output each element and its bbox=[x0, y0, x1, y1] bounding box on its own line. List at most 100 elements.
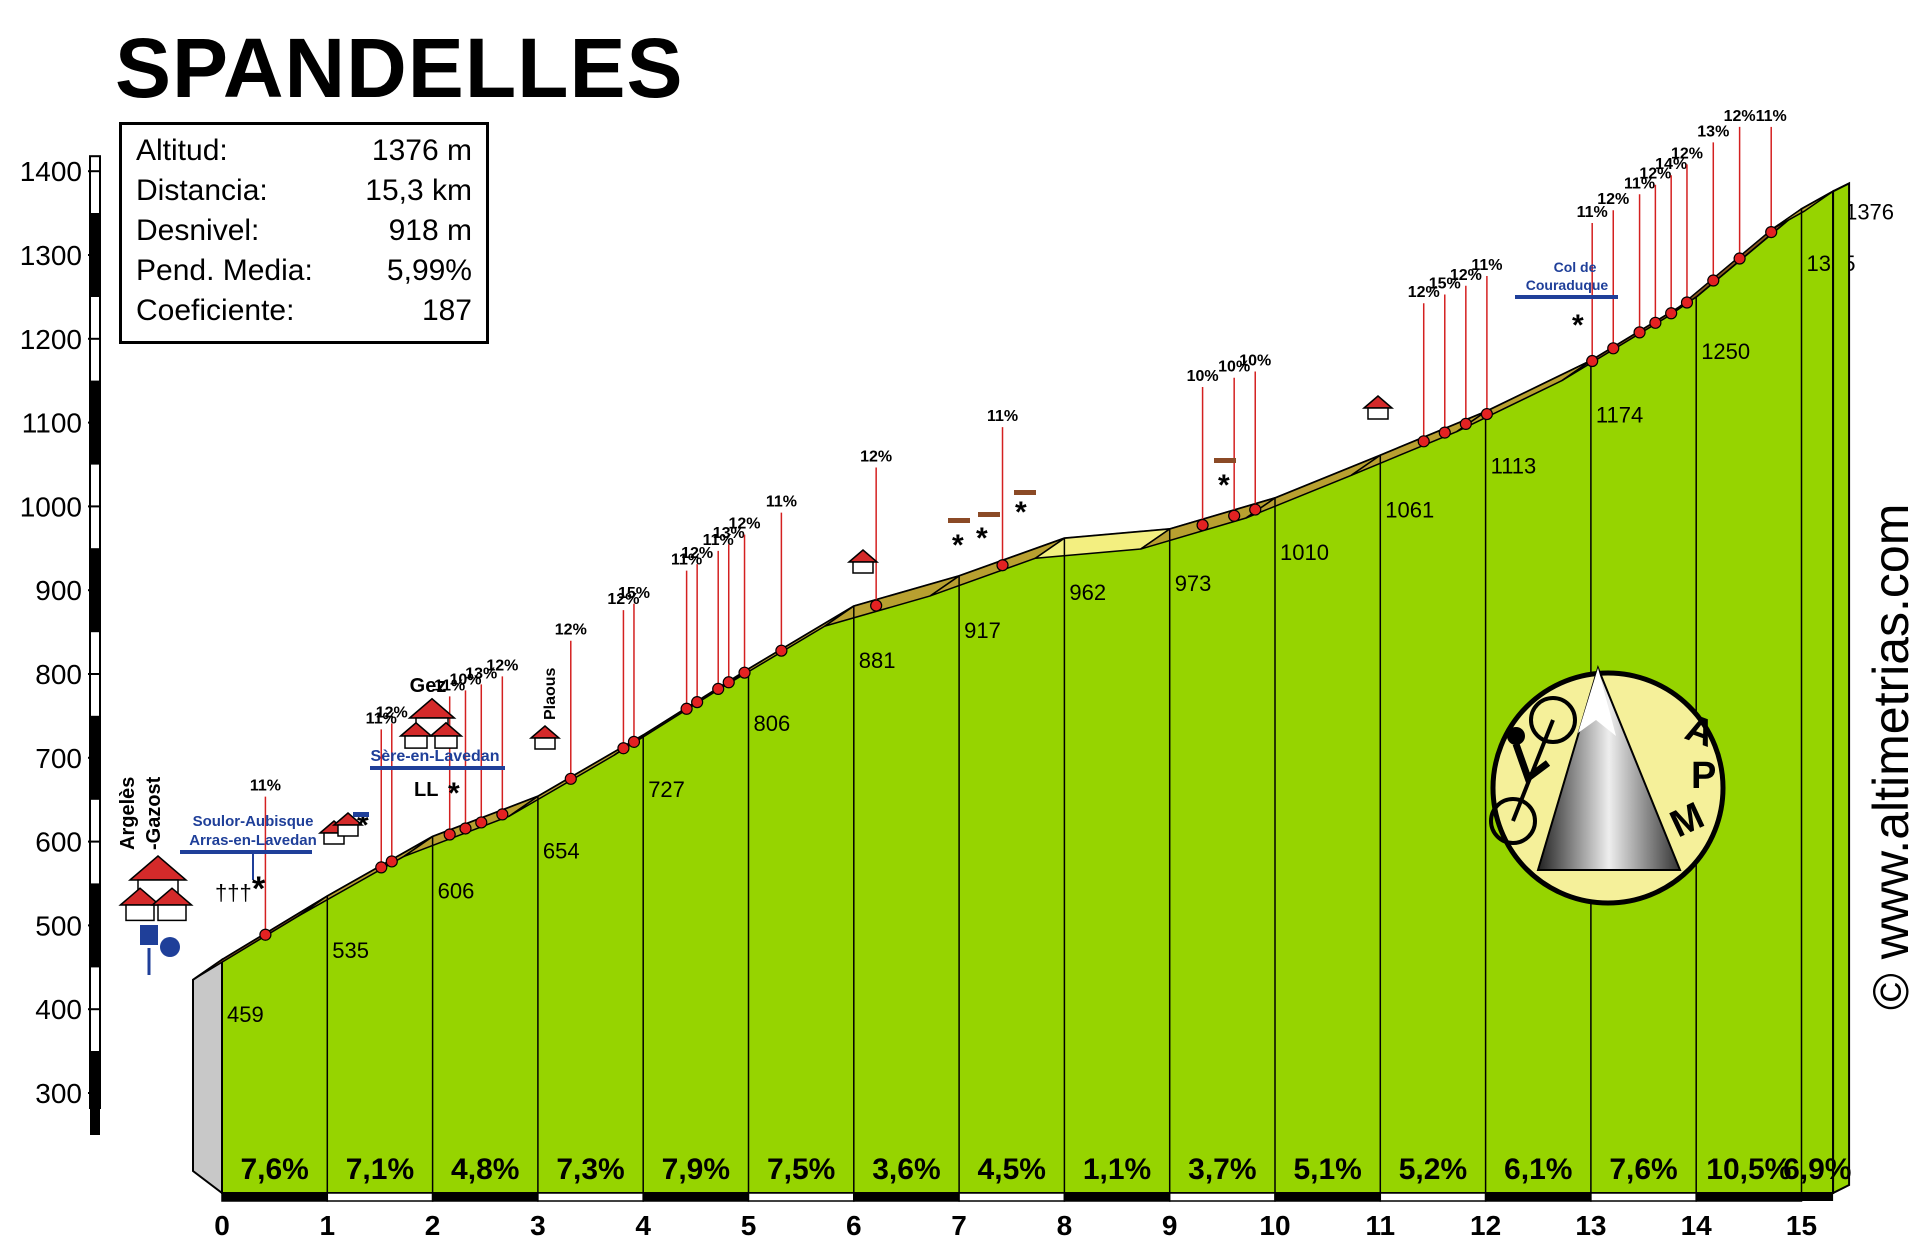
fountain-icon: * bbox=[1218, 469, 1230, 502]
steep-marker-dot bbox=[1607, 342, 1620, 355]
direction-arrow-icon bbox=[948, 518, 970, 523]
direction-arrow-icon bbox=[978, 512, 1000, 517]
steep-marker-dot bbox=[1649, 316, 1662, 329]
steep-marker-dot bbox=[1586, 354, 1599, 368]
altitude-label: 606 bbox=[438, 879, 475, 904]
x-axis-band bbox=[537, 1192, 644, 1202]
y-tick-label: 600 bbox=[35, 827, 82, 858]
steep-marker-dot bbox=[1707, 274, 1720, 287]
y-tick-label: 800 bbox=[35, 659, 82, 690]
y-tick-label: 1000 bbox=[20, 491, 82, 522]
x-tick-label: 9 bbox=[1162, 1210, 1178, 1241]
gez-village-icon-roof bbox=[407, 697, 457, 719]
house-icon bbox=[323, 832, 345, 845]
steep-percent-label: 11% bbox=[1756, 108, 1787, 125]
steep-percent-label: 10% bbox=[1218, 359, 1250, 376]
plaous-house-icon bbox=[534, 737, 556, 750]
steep-percent-label: 14% bbox=[1655, 156, 1687, 173]
x-axis-band bbox=[642, 1192, 750, 1202]
roundabout-icon bbox=[160, 937, 180, 957]
steep-marker-dot bbox=[627, 735, 641, 748]
x-axis-band bbox=[1695, 1192, 1803, 1202]
village-icon bbox=[157, 904, 187, 922]
steep-percent-label: 10% bbox=[449, 671, 481, 688]
steep-percent-label: 12% bbox=[1597, 191, 1629, 208]
steep-marker-dot bbox=[1733, 252, 1746, 265]
x-axis-band bbox=[1801, 1193, 1834, 1201]
direction-arrow-icon bbox=[1214, 458, 1236, 463]
x-tick-label: 0 bbox=[214, 1210, 230, 1241]
x-tick-label: 1 bbox=[320, 1210, 336, 1241]
y-tick-label: 1200 bbox=[20, 324, 82, 355]
steep-percent-label: 11% bbox=[766, 494, 797, 511]
steep-markers: 11%11%12%11%10%13%12%12%12%15%11%12%11%1… bbox=[250, 108, 1787, 941]
place-gez: Gez bbox=[410, 675, 447, 697]
cemetery-icon: ††† bbox=[215, 880, 252, 905]
x-tick-label: 7 bbox=[951, 1210, 967, 1241]
mountain-icon bbox=[1536, 664, 1682, 871]
segment-gradient-label: 4,5% bbox=[978, 1153, 1046, 1186]
steep-marker-dot bbox=[1765, 226, 1778, 239]
steep-marker-dot bbox=[870, 599, 883, 612]
steep-marker-dot bbox=[1438, 426, 1451, 439]
x-axis-band bbox=[326, 1192, 434, 1202]
x-tick-label: 12 bbox=[1470, 1210, 1501, 1241]
snow-cap-icon bbox=[1578, 668, 1616, 736]
x-axis-band bbox=[431, 1192, 539, 1202]
x-axis-band bbox=[1379, 1192, 1487, 1202]
altitude-label: 962 bbox=[1069, 580, 1106, 605]
y-tick-label: 700 bbox=[35, 743, 82, 774]
steep-percent-label: 12% bbox=[1671, 145, 1703, 162]
x-tick-label: 5 bbox=[741, 1210, 757, 1241]
steep-percent-label: 12% bbox=[1408, 284, 1440, 301]
segment-gradient-label: 7,9% bbox=[662, 1153, 730, 1186]
segment-gradient-label: 7,1% bbox=[346, 1153, 414, 1186]
x-tick-label: 4 bbox=[635, 1210, 651, 1241]
fountain-icon: * bbox=[976, 522, 988, 555]
steep-marker-dot bbox=[1249, 503, 1262, 516]
x-axis-band bbox=[853, 1192, 960, 1202]
segment-gradient-label: 7,5% bbox=[767, 1153, 835, 1186]
house-icon bbox=[1367, 407, 1389, 420]
altitude-label: 727 bbox=[648, 777, 685, 802]
watermark: © www.altimetrias.com bbox=[1863, 503, 1919, 1010]
steep-percent-label: 12% bbox=[860, 448, 892, 465]
stat-altitud: Altitud: 1376 m bbox=[136, 134, 472, 167]
x-axis-band bbox=[1590, 1192, 1697, 1202]
plaous-house-icon-roof bbox=[528, 725, 562, 739]
steep-marker-dot bbox=[1459, 417, 1472, 430]
steep-marker-dot bbox=[475, 816, 488, 829]
altitude-label: 1250 bbox=[1701, 339, 1750, 364]
steep-percent-label: 12% bbox=[681, 545, 713, 562]
place-plaous: Plaous bbox=[542, 667, 559, 720]
house-icon bbox=[852, 561, 874, 574]
segment-gradient-label: 3,7% bbox=[1188, 1153, 1256, 1186]
x-tick-label: 13 bbox=[1575, 1210, 1606, 1241]
segment-gradient-label: 5,1% bbox=[1293, 1153, 1361, 1186]
steep-marker-dot bbox=[1417, 435, 1430, 448]
y-tick-label: 400 bbox=[35, 994, 82, 1025]
segment-gradient-label: 10,5% bbox=[1706, 1153, 1791, 1186]
place-soulor: Soulor-Aubisque bbox=[193, 813, 314, 830]
apm-logo: A P M bbox=[1489, 664, 1726, 906]
altitude-label: 806 bbox=[754, 711, 791, 736]
segment-gradient-label: 1,1% bbox=[1083, 1153, 1151, 1186]
stat-coeficiente: Coeficiente: 187 bbox=[136, 294, 472, 327]
steep-marker-dot bbox=[443, 828, 456, 841]
steep-percent-label: 12% bbox=[1450, 267, 1482, 284]
x-axis-band bbox=[1274, 1192, 1382, 1202]
altitude-label: 881 bbox=[859, 648, 896, 673]
steep-percent-label: 15% bbox=[1429, 276, 1461, 293]
y-tick-label: 1100 bbox=[22, 408, 82, 439]
x-tick-label: 10 bbox=[1259, 1210, 1290, 1241]
steep-marker-dot bbox=[691, 696, 704, 709]
steep-marker-dot bbox=[1665, 307, 1678, 320]
x-axis-band bbox=[221, 1192, 329, 1202]
stats-box: Altitud: 1376 m Distancia: 15,3 km Desnive… bbox=[119, 122, 489, 344]
x-tick-label: 15 bbox=[1786, 1210, 1817, 1241]
steep-percent-label: 13% bbox=[1697, 123, 1729, 140]
x-axis-band bbox=[1063, 1192, 1171, 1202]
altitude-label: 1061 bbox=[1385, 497, 1434, 522]
segment-gradient-label: 6,1% bbox=[1504, 1153, 1572, 1186]
